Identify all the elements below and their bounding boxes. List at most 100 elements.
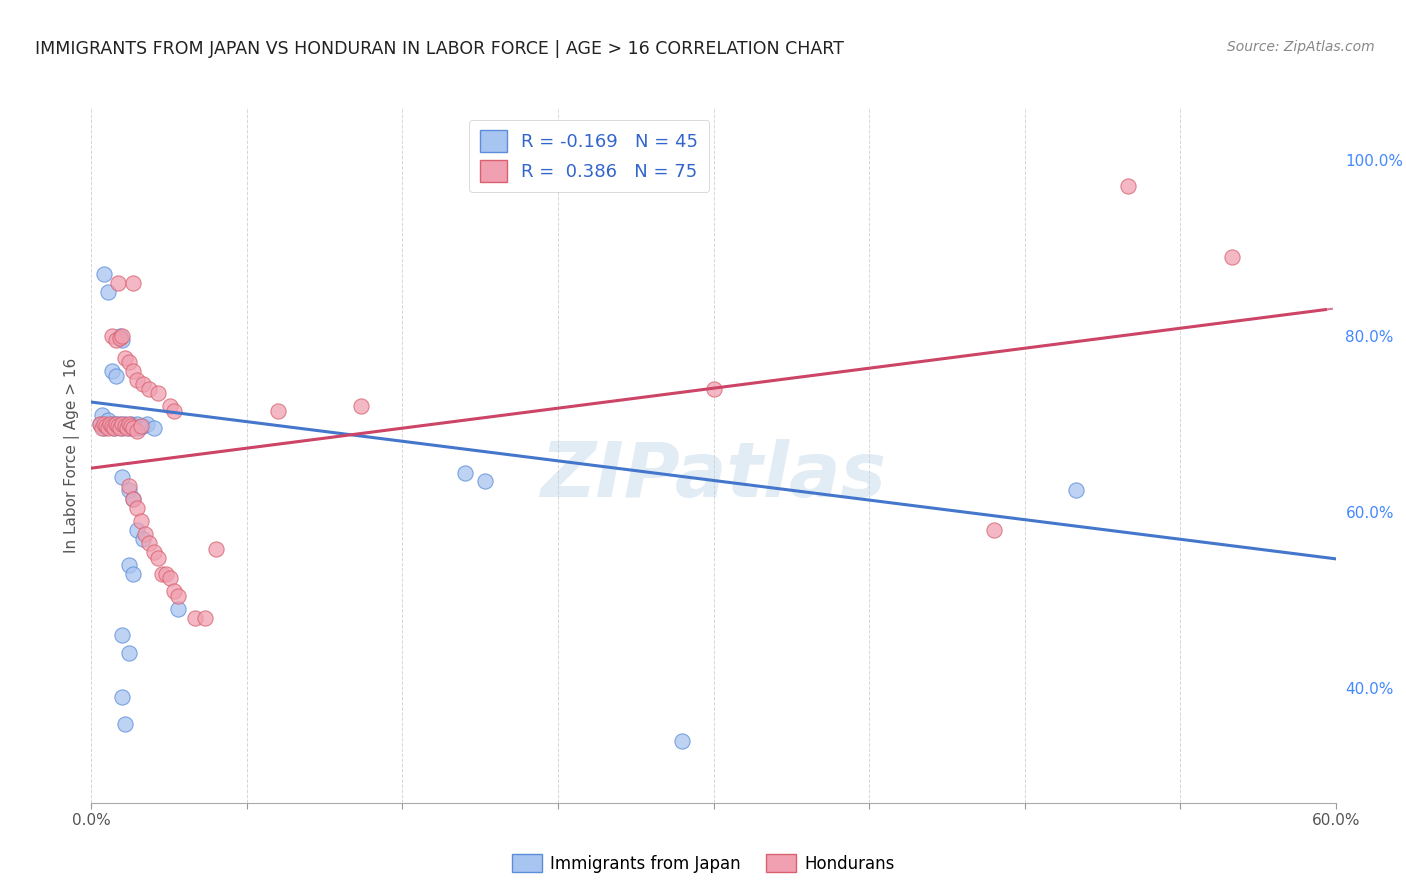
- Point: [110, 417, 132, 431]
- Point: [1118, 179, 1140, 194]
- Point: [138, 536, 160, 550]
- Point: [142, 421, 165, 435]
- Point: [120, 417, 142, 431]
- Point: [671, 734, 693, 748]
- Point: [121, 566, 145, 581]
- Y-axis label: In Labor Force | Age > 16: In Labor Force | Age > 16: [65, 358, 80, 552]
- Point: [124, 418, 146, 433]
- Point: [93, 268, 115, 282]
- Point: [114, 716, 136, 731]
- Point: [702, 382, 725, 396]
- Point: [111, 417, 134, 431]
- Point: [114, 417, 136, 431]
- Point: [146, 551, 169, 566]
- Point: [107, 276, 129, 290]
- Point: [90, 421, 112, 435]
- Point: [142, 545, 165, 559]
- Point: [125, 424, 148, 438]
- Point: [155, 566, 177, 581]
- Point: [93, 417, 115, 431]
- Point: [111, 421, 134, 435]
- Point: [94, 417, 117, 431]
- Point: [121, 276, 145, 290]
- Point: [89, 417, 111, 431]
- Point: [129, 514, 152, 528]
- Point: [128, 421, 150, 435]
- Point: [111, 628, 134, 642]
- Point: [101, 329, 124, 343]
- Point: [159, 400, 181, 414]
- Point: [163, 584, 186, 599]
- Point: [983, 523, 1005, 537]
- Point: [114, 351, 136, 365]
- Point: [267, 404, 290, 418]
- Point: [114, 418, 136, 433]
- Point: [89, 417, 111, 431]
- Point: [159, 571, 181, 585]
- Point: [110, 329, 132, 343]
- Point: [118, 646, 141, 660]
- Point: [94, 418, 117, 433]
- Point: [103, 421, 125, 435]
- Point: [118, 417, 141, 431]
- Point: [105, 417, 128, 431]
- Point: [136, 417, 159, 431]
- Text: Source: ZipAtlas.com: Source: ZipAtlas.com: [1227, 40, 1375, 54]
- Point: [110, 331, 132, 345]
- Point: [115, 418, 138, 433]
- Point: [194, 611, 217, 625]
- Point: [132, 377, 155, 392]
- Point: [93, 421, 115, 435]
- Point: [453, 466, 475, 480]
- Point: [121, 491, 145, 506]
- Point: [150, 566, 173, 581]
- Point: [118, 483, 141, 497]
- Point: [107, 418, 129, 433]
- Point: [163, 404, 186, 418]
- Point: [1220, 250, 1243, 264]
- Point: [110, 421, 132, 435]
- Point: [350, 400, 373, 414]
- Point: [111, 690, 134, 705]
- Point: [118, 479, 141, 493]
- Point: [121, 421, 145, 435]
- Point: [97, 413, 120, 427]
- Point: [98, 417, 121, 431]
- Point: [120, 418, 142, 433]
- Point: [105, 334, 128, 348]
- Point: [97, 285, 120, 299]
- Point: [118, 355, 141, 369]
- Point: [167, 602, 190, 616]
- Point: [115, 421, 138, 435]
- Point: [167, 589, 190, 603]
- Point: [105, 368, 128, 383]
- Point: [125, 500, 148, 515]
- Point: [184, 611, 207, 625]
- Point: [97, 421, 120, 435]
- Point: [111, 470, 134, 484]
- Point: [121, 364, 145, 378]
- Point: [101, 364, 124, 378]
- Legend: Immigrants from Japan, Hondurans: Immigrants from Japan, Hondurans: [505, 847, 901, 880]
- Point: [107, 418, 129, 433]
- Point: [1367, 223, 1389, 237]
- Point: [129, 418, 152, 433]
- Point: [138, 382, 160, 396]
- Point: [101, 417, 124, 431]
- Point: [125, 373, 148, 387]
- Point: [205, 542, 228, 557]
- Point: [121, 491, 145, 506]
- Point: [134, 527, 156, 541]
- Point: [474, 475, 496, 489]
- Point: [105, 417, 128, 431]
- Point: [103, 421, 125, 435]
- Text: ZIPatlas: ZIPatlas: [540, 439, 887, 513]
- Point: [111, 329, 134, 343]
- Text: IMMIGRANTS FROM JAPAN VS HONDURAN IN LABOR FORCE | AGE > 16 CORRELATION CHART: IMMIGRANTS FROM JAPAN VS HONDURAN IN LAB…: [35, 40, 844, 58]
- Legend: R = -0.169   N = 45, R =  0.386   N = 75: R = -0.169 N = 45, R = 0.386 N = 75: [470, 120, 709, 193]
- Point: [121, 421, 145, 435]
- Point: [146, 386, 169, 401]
- Point: [118, 558, 141, 572]
- Point: [1066, 483, 1088, 497]
- Point: [90, 409, 112, 423]
